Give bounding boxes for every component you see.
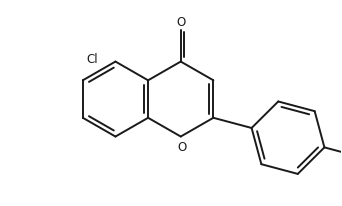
Text: O: O: [176, 16, 185, 29]
Text: Cl: Cl: [86, 53, 97, 66]
Text: O: O: [177, 141, 186, 154]
